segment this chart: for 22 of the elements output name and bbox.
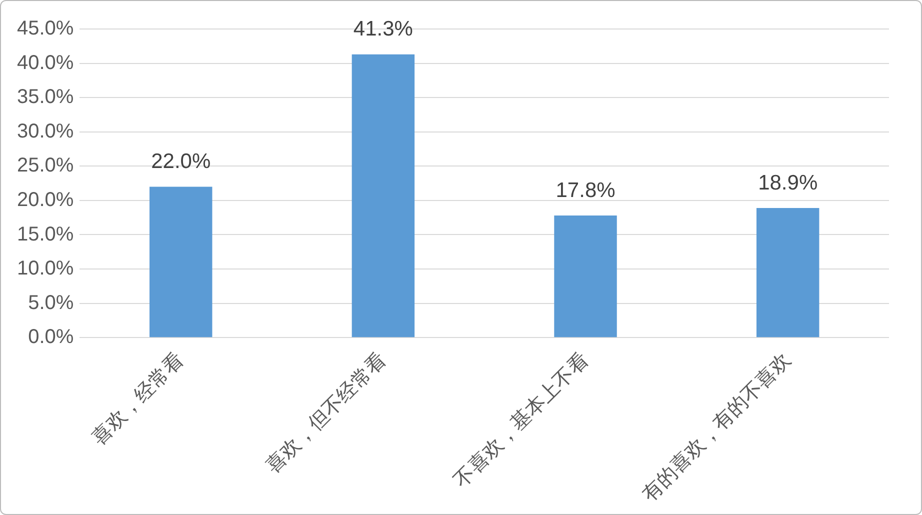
y-tick-label: 30.0% (16, 120, 74, 142)
bar (352, 54, 415, 338)
y-tick-label: 40.0% (16, 52, 74, 74)
y-tick-label: 0.0% (28, 326, 74, 348)
x-tick-label: 喜欢，但不经常看 (262, 348, 391, 478)
y-tick-label: 25.0% (16, 154, 74, 177)
y-tick-label: 20.0% (16, 188, 74, 211)
data-label: 17.8% (556, 178, 616, 202)
x-tick-label: 不喜欢，基本上不看 (450, 348, 593, 492)
y-tick-label: 35.0% (16, 86, 74, 108)
data-label: 18.9% (758, 171, 818, 194)
data-label: 22.0% (151, 150, 211, 174)
y-tick-label: 10.0% (16, 258, 74, 280)
y-tick-label: 15.0% (16, 223, 74, 246)
bar (554, 216, 617, 338)
x-tick-label: 有的喜欢，有的不喜欢 (638, 348, 796, 506)
bar (150, 186, 212, 338)
x-tick-label: 喜欢，经常看 (88, 348, 188, 450)
bar (756, 208, 820, 338)
y-tick-label: 5.0% (28, 292, 74, 314)
y-tick-label: 45.0% (16, 18, 74, 40)
data-label: 41.3% (353, 18, 413, 41)
